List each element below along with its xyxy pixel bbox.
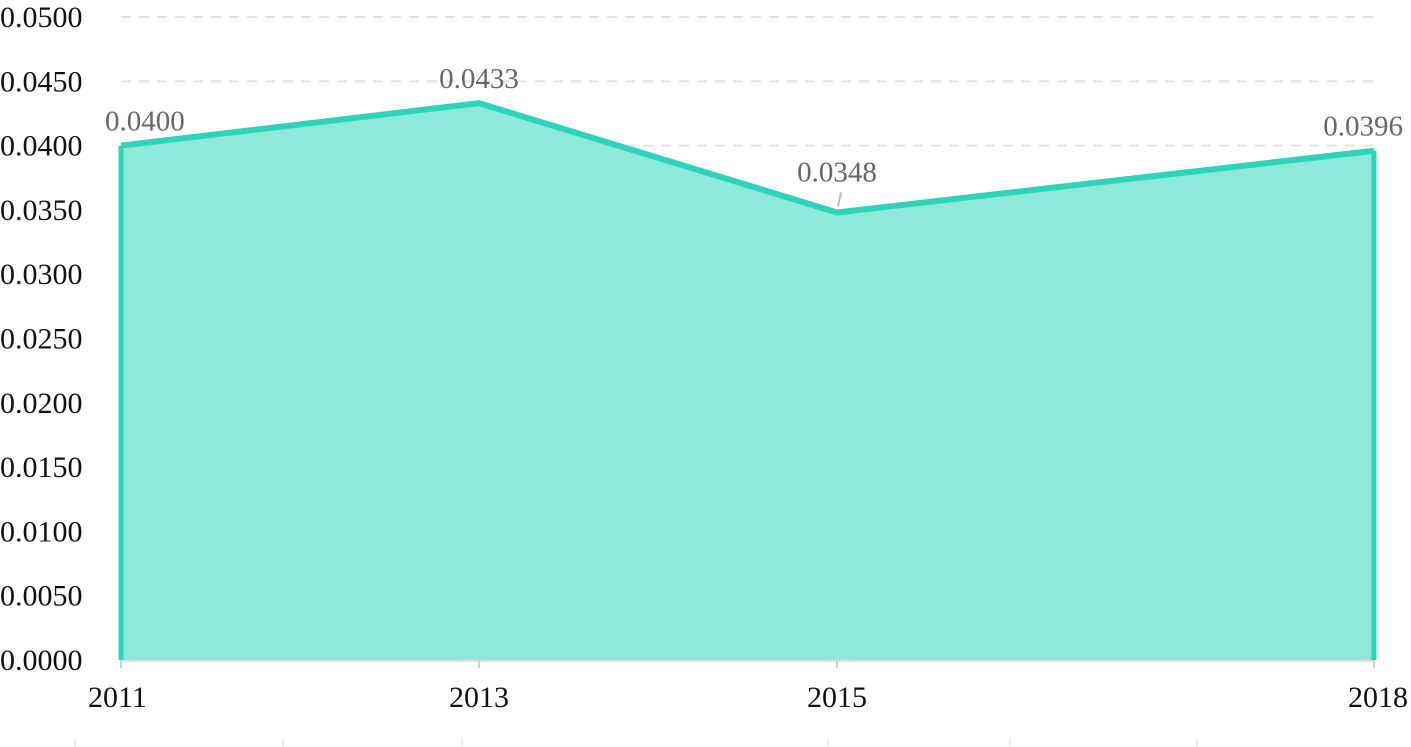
series-line bbox=[120, 100, 1375, 216]
x-tick-label: 2018 bbox=[1348, 681, 1408, 714]
data-label: 0.0400 bbox=[105, 106, 185, 138]
x-tick-label: 2015 bbox=[807, 681, 867, 714]
y-tick-label: 0.0000 bbox=[0, 644, 83, 677]
y-tick-label: 0.0050 bbox=[0, 580, 83, 613]
x-tick-label: 2013 bbox=[449, 681, 509, 714]
x-axis: 2011 2013 2015 2018 bbox=[74, 660, 1408, 747]
y-tick-label: 0.0450 bbox=[0, 65, 83, 98]
area-series bbox=[118, 100, 1377, 661]
data-label: 0.0348 bbox=[797, 156, 877, 188]
y-tick-label: 0.0100 bbox=[0, 515, 83, 548]
y-axis: 0.0000 0.0050 0.0100 0.0150 0.0200 0.0250 0.03… bbox=[0, 1, 83, 677]
area-fill bbox=[121, 103, 1374, 661]
data-label: 0.0433 bbox=[439, 63, 519, 95]
y-tick-label: 0.0300 bbox=[0, 258, 83, 291]
x-tick-label: 2011 bbox=[88, 681, 147, 714]
y-tick-label: 0.0350 bbox=[0, 194, 83, 227]
y-tick-label: 0.0200 bbox=[0, 387, 83, 420]
y-tick-label: 0.0500 bbox=[0, 1, 83, 34]
data-labels: 0.0400 0.0433 0.0348 0.0396 bbox=[105, 63, 1403, 207]
data-label: 0.0396 bbox=[1323, 111, 1403, 143]
y-tick-label: 0.0150 bbox=[0, 451, 83, 484]
y-tick-label: 0.0400 bbox=[0, 130, 83, 163]
y-tick-label: 0.0250 bbox=[0, 323, 83, 356]
data-label-leader bbox=[837, 192, 842, 207]
